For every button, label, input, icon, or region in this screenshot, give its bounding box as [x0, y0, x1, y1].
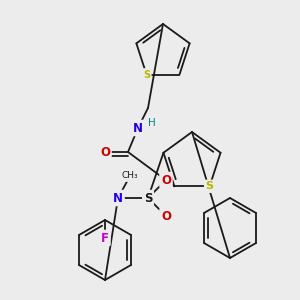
Text: F: F — [101, 232, 109, 244]
Text: N: N — [113, 191, 123, 205]
Text: CH₃: CH₃ — [122, 172, 138, 181]
Text: S: S — [206, 181, 214, 191]
Text: N: N — [133, 122, 143, 134]
Text: S: S — [143, 70, 150, 80]
Text: O: O — [161, 173, 171, 187]
Text: S: S — [144, 191, 152, 205]
Text: H: H — [148, 118, 156, 128]
Text: O: O — [161, 209, 171, 223]
Text: O: O — [100, 146, 110, 158]
